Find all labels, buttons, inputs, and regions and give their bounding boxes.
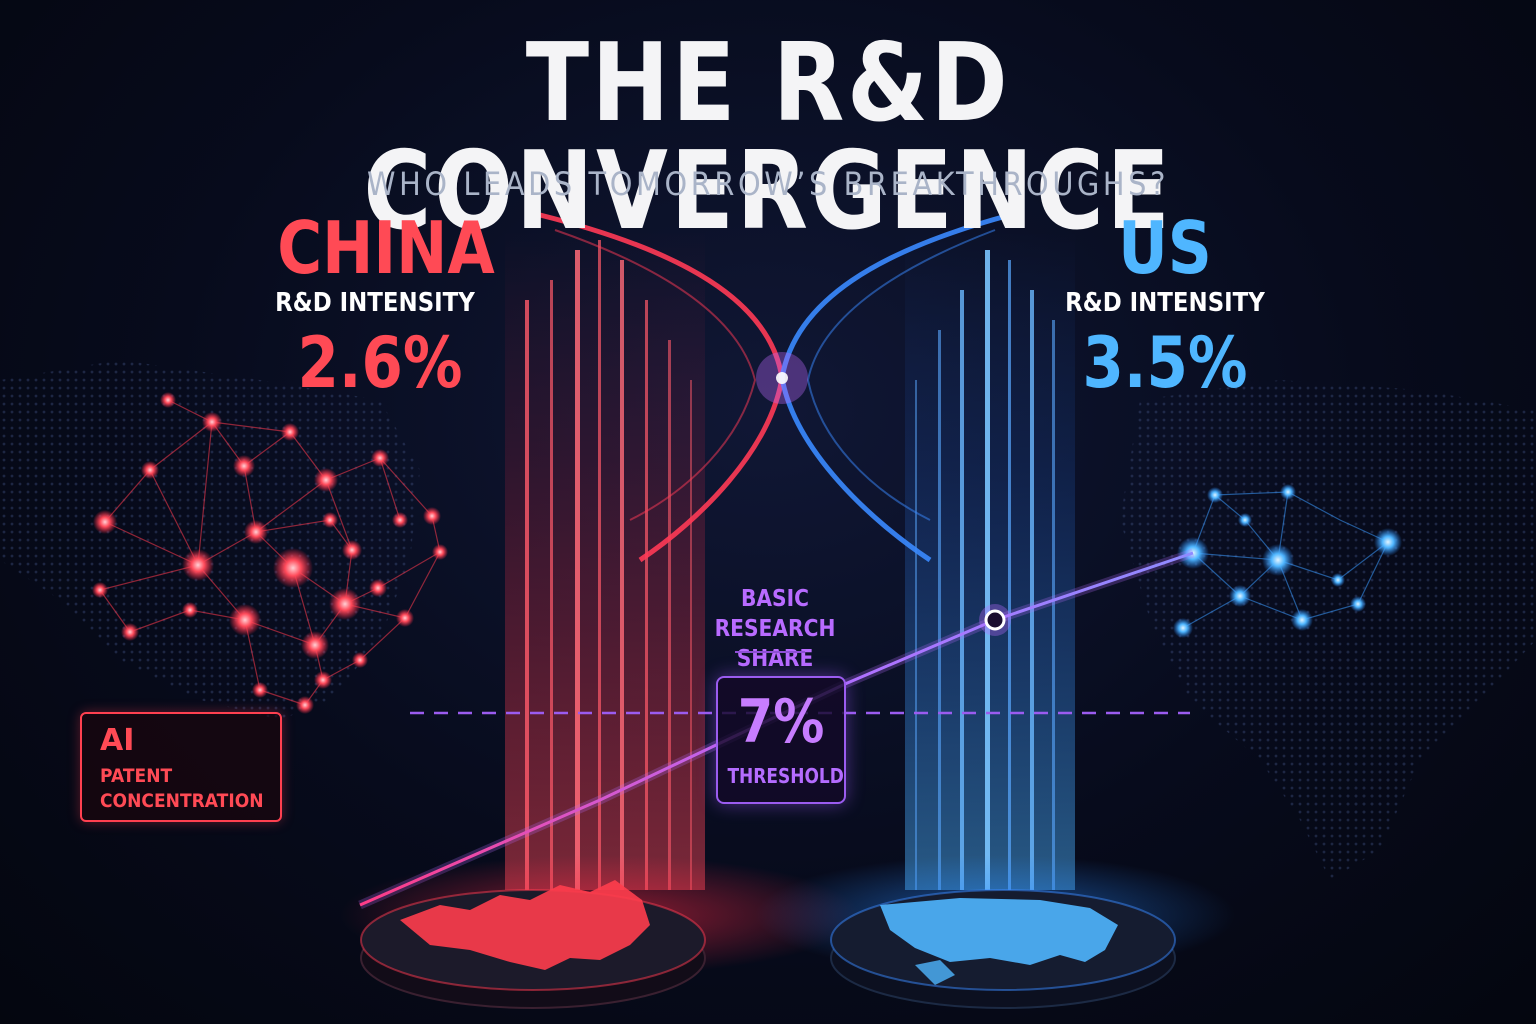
threshold-value: 7% [737,687,825,757]
china-metric-value: 2.6% [297,322,463,404]
us-light-beam [905,230,1075,890]
china-heading: CHINA [277,206,495,290]
ai-patent-callout: AI PATENT CONCENTRATION [80,712,282,822]
basic-research-label: BASIC RESEARCH SHARE [714,586,836,672]
threshold-label: THRESHOLD [727,764,844,788]
us-metric-label: R&D INTENSITY [1065,288,1265,318]
us-heading: US [1118,206,1212,290]
ai-callout-text: PATENT CONCENTRATION [100,765,264,812]
china-light-beam [505,230,705,890]
us-map-icon [830,889,1176,1009]
china-node-points [92,392,448,714]
threshold-box: 7% THRESHOLD [716,676,846,804]
china-metric-label: R&D INTENSITY [275,288,475,318]
convergence-curves [539,212,1011,563]
us-metric-value: 3.5% [1082,322,1248,404]
world-map-background [0,360,1536,880]
us-node-points [1173,484,1402,638]
basic-research-divider [735,651,805,653]
page-title: THE R&D CONVERGENCE [363,21,1173,254]
ai-callout-title: AI [100,723,135,758]
china-map-icon [360,880,706,1009]
page-subtitle: WHO LEADS TOMORROW’S BREAKTHROUGHS? [367,165,1169,203]
